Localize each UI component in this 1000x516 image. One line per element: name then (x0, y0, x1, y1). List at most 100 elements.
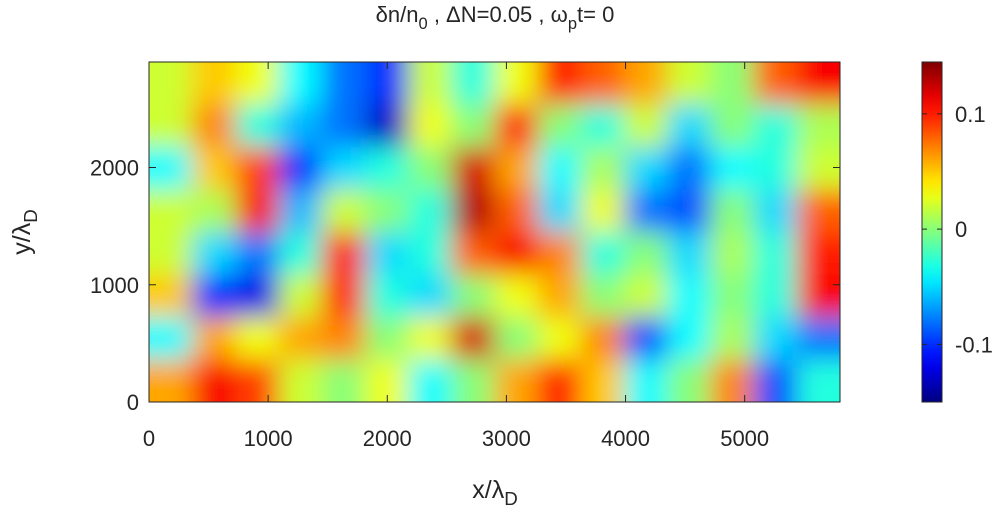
y-axis-label: y/λD (8, 209, 41, 255)
heatmap-cell (537, 62, 582, 105)
heatmap-cell (364, 274, 409, 318)
heatmap-cell (192, 62, 236, 105)
heatmap-cell (710, 232, 755, 275)
heatmap-cell (580, 147, 625, 190)
heatmap-cell (753, 189, 798, 233)
heatmap-cell (624, 274, 668, 318)
heatmap-cell (192, 189, 236, 233)
subscript: p (568, 15, 577, 33)
heatmap-cell (667, 274, 711, 318)
subscript: D (20, 209, 41, 223)
heatmap-cell (667, 359, 711, 402)
heatmap-cell (451, 317, 495, 360)
heatmap-cell (364, 189, 409, 233)
heatmap-cell (494, 189, 539, 233)
x-tick-label: 4000 (601, 426, 650, 451)
heatmap-cell (408, 147, 452, 190)
heatmap-cell (624, 147, 668, 190)
heatmap-cell (149, 317, 193, 360)
heatmap-cell (321, 147, 366, 190)
heatmap-cell (321, 232, 366, 275)
heatmap-cell (710, 104, 755, 148)
heatmap-cell (235, 232, 280, 275)
heatmap-cell (451, 62, 495, 105)
heatmap-cell (494, 232, 539, 275)
heatmap (149, 62, 840, 402)
heatmap-cell (710, 274, 755, 318)
heatmap-cell (278, 147, 323, 190)
heatmap-cell (667, 62, 711, 105)
heatmap-cell (537, 147, 582, 190)
heatmap-cell (149, 62, 193, 105)
text-part: t= 0 (577, 2, 614, 27)
x-tick-label: 0 (143, 426, 155, 451)
colorbar (921, 61, 943, 403)
heatmap-cell (149, 359, 193, 402)
heatmap-cell (537, 104, 582, 148)
text-part: y/λ (8, 222, 36, 254)
heatmap-cell (624, 317, 668, 360)
heatmap-cell (192, 274, 236, 318)
heatmap-cell (753, 104, 798, 148)
heatmap-cell (624, 62, 668, 105)
heatmap-cell (494, 317, 539, 360)
subscript: D (504, 488, 518, 509)
heatmap-cell (753, 147, 798, 190)
heatmap-cell (494, 62, 539, 105)
heatmap-cell (192, 232, 236, 275)
heatmap-cell (580, 274, 625, 318)
heatmap-cell (710, 317, 755, 360)
heatmap-cell (624, 104, 668, 148)
x-tick-label: 2000 (363, 426, 412, 451)
heatmap-cell (149, 104, 193, 148)
heatmap-cell (796, 147, 840, 190)
heatmap-cell (235, 359, 280, 402)
y-tick-label: 0 (127, 390, 139, 415)
heatmap-cell (796, 104, 840, 148)
heatmap-cell (451, 189, 495, 233)
heatmap-cell (364, 359, 409, 402)
heatmap-cell (408, 104, 452, 148)
x-tick-label: 3000 (482, 426, 531, 451)
heatmap-cell (667, 232, 711, 275)
heatmap-cell (537, 189, 582, 233)
heatmap-cell (580, 104, 625, 148)
heatmap-cell (796, 274, 840, 318)
heatmap-cell (667, 189, 711, 233)
heatmap-cell (796, 189, 840, 233)
heatmap-cell (321, 274, 366, 318)
chart-title: δn/n0 , ΔN=0.05 , ωpt= 0 (376, 2, 615, 33)
heatmap-cell (753, 62, 798, 105)
heatmap-cell (796, 232, 840, 275)
heatmap-cell (278, 104, 323, 148)
heatmap-cell (192, 147, 236, 190)
heatmap-cell (624, 232, 668, 275)
heatmap-cell (364, 232, 409, 275)
heatmap-cell (537, 317, 582, 360)
heatmap-cell (753, 359, 798, 402)
heatmap-cell (278, 274, 323, 318)
heatmap-cell (408, 317, 452, 360)
x-axis-label: x/λD (472, 476, 518, 509)
heatmap-cell (667, 317, 711, 360)
heatmap-cell (408, 359, 452, 402)
text-part: δn/n (376, 2, 419, 27)
heatmap-cell (192, 104, 236, 148)
heatmap-cell (364, 317, 409, 360)
heatmap-cell (451, 104, 495, 148)
x-tick-label: 5000 (720, 426, 769, 451)
heatmap-cell (796, 317, 840, 360)
heatmap-cell (149, 274, 193, 318)
heatmap-cell (321, 189, 366, 233)
heatmap-cell (235, 317, 280, 360)
heatmap-cell (235, 274, 280, 318)
heatmap-cell (408, 232, 452, 275)
heatmap-cell (624, 359, 668, 402)
heatmap-cell (321, 104, 366, 148)
heatmap-cell (192, 359, 236, 402)
heatmap-cell (537, 274, 582, 318)
heatmap-cell (235, 104, 280, 148)
plot-frame (148, 61, 841, 403)
colorbar-tick-label: -0.1 (955, 332, 993, 357)
